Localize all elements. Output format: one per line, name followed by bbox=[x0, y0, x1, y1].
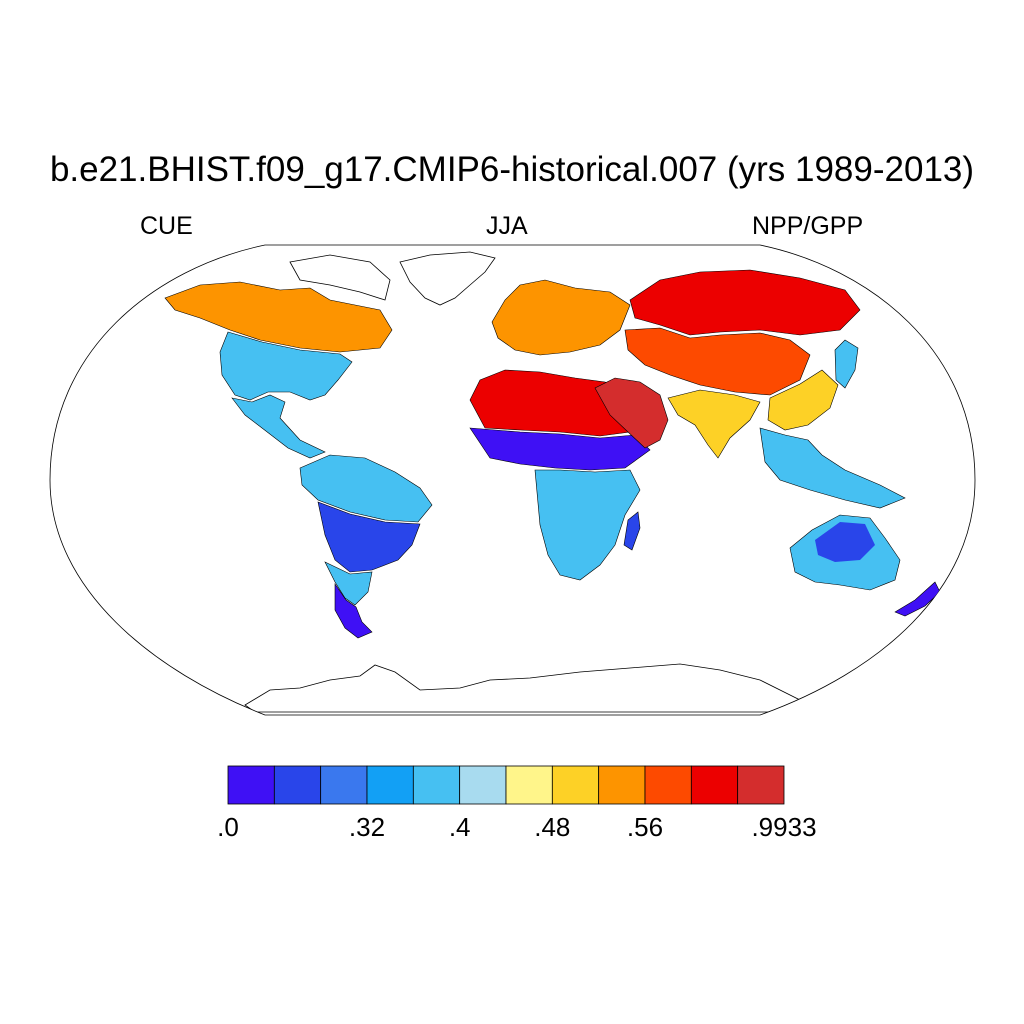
greenland-coast bbox=[399, 251, 496, 306]
region-patagonia bbox=[334, 583, 373, 639]
region-central-asia bbox=[624, 327, 811, 396]
colorbar-tick-label: .56 bbox=[626, 812, 664, 842]
region-east-asia bbox=[767, 369, 839, 431]
region-north-america-temperate bbox=[219, 331, 353, 401]
region-north-america-arctic bbox=[164, 281, 393, 353]
arctic-islands-coast bbox=[289, 254, 391, 301]
colorbar-tick-label: .32 bbox=[348, 812, 386, 842]
region-europe bbox=[491, 279, 631, 356]
region-sahel bbox=[469, 427, 651, 471]
map-title: b.e21.BHIST.f09_g17.CMIP6-historical.007… bbox=[49, 150, 975, 189]
colorbar-tick-label: .9933 bbox=[751, 812, 817, 842]
colorbar-tick-label: .4 bbox=[448, 812, 471, 842]
antarctica-coast bbox=[244, 663, 801, 713]
region-amazon bbox=[317, 501, 421, 573]
region-south-asia bbox=[667, 389, 761, 459]
region-siberia bbox=[629, 269, 861, 336]
region-south-america-south bbox=[324, 561, 373, 606]
units-label: NPP/GPP bbox=[752, 212, 864, 240]
colorbar-tick-label: .48 bbox=[534, 812, 571, 842]
region-madagascar bbox=[623, 511, 641, 551]
region-middle-east bbox=[594, 377, 669, 449]
region-southeast-asia bbox=[759, 427, 906, 509]
region-southern-africa bbox=[534, 469, 641, 581]
variable-label: CUE bbox=[140, 212, 193, 240]
region-central-america bbox=[231, 394, 326, 459]
season-label: JJA bbox=[486, 212, 528, 240]
region-japan bbox=[834, 339, 859, 389]
region-south-america-north bbox=[299, 454, 433, 523]
region-australia-interior bbox=[815, 522, 875, 562]
colorbar-tick-label: .0 bbox=[217, 812, 239, 842]
